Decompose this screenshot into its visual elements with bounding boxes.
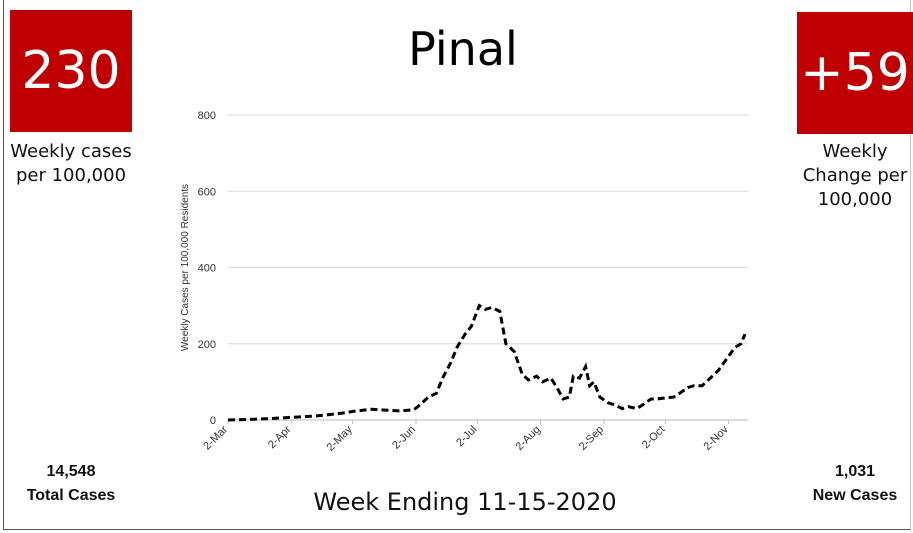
y-axis-label: Weekly Cases per 100,000 Residents [180, 184, 191, 351]
weekly-rate-box: 230 [10, 10, 132, 132]
y-tick-label: 0 [210, 415, 216, 427]
total-cases-value: 14,548 [46, 463, 96, 480]
weekly-change-box: +59 [797, 12, 913, 134]
x-tick-label: 2-Nov [702, 423, 732, 453]
x-tick-label: 2-Apr [266, 423, 294, 451]
x-tick-label: 2-May [325, 423, 355, 453]
y-tick-label: 400 [198, 263, 216, 275]
footer: Week Ending 11-15-2020 [313, 488, 617, 516]
total-cases: 14,548 Total Cases [10, 460, 132, 508]
x-tick-label: 2-Jun [390, 424, 418, 452]
x-tick-label: 2-Sep [577, 424, 606, 453]
x-tick-label: 2-Oct [640, 424, 668, 452]
weekly-change: +59 [800, 43, 910, 103]
x-tick-label: 2-Aug [514, 424, 543, 453]
x-tick-label: 2-Mar [201, 423, 230, 452]
weekly-rate-label: Weekly cases per 100,000 [10, 141, 132, 186]
y-tick-label: 600 [198, 186, 216, 198]
total-cases-label: Total Cases [26, 487, 116, 504]
new-cases: 1,031 New Cases [797, 460, 913, 508]
x-tick-label: 2-Jul [454, 424, 479, 449]
series-line [227, 303, 747, 422]
new-cases-label: New Cases [812, 487, 898, 504]
y-tick-label: 800 [198, 110, 216, 122]
chart-title: Pinal [408, 22, 518, 76]
weekly-rate: 230 [21, 41, 121, 101]
y-tick-label: 200 [198, 339, 216, 351]
frame [3, 0, 911, 530]
new-cases-value: 1,031 [834, 463, 876, 480]
weekly-change-label: Weekly Change per 100,000 [802, 141, 908, 210]
